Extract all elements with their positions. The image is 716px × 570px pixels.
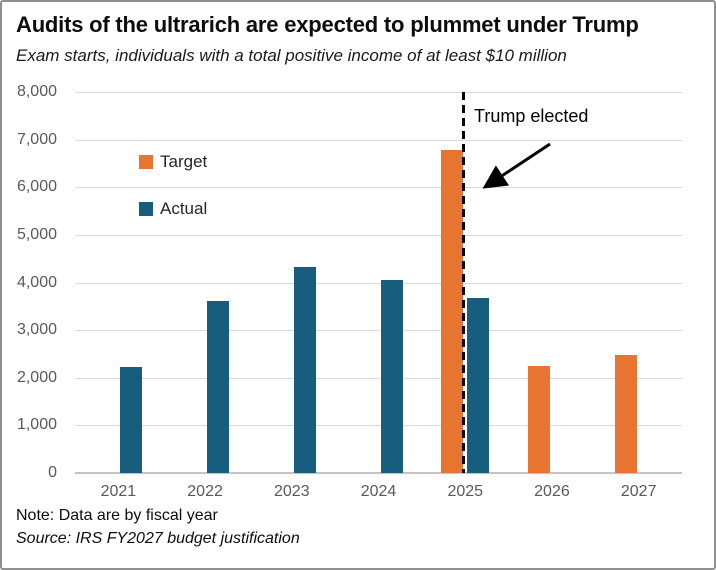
trump-elected-dashed-line bbox=[462, 92, 465, 473]
bar-actual-2022 bbox=[207, 301, 230, 473]
gridline-6000 bbox=[75, 187, 682, 189]
bar-target-2026 bbox=[527, 365, 550, 473]
gridline-2000 bbox=[75, 377, 682, 379]
gridline-3000 bbox=[75, 330, 682, 332]
chart-note: Note: Data are by fiscal year bbox=[16, 507, 218, 524]
x-tick-2026: 2026 bbox=[534, 483, 570, 500]
annotation-trump-elected: Trump elected bbox=[474, 106, 589, 126]
category-slot-2027 bbox=[595, 92, 682, 473]
category-slot-2022 bbox=[162, 92, 249, 473]
legend-label-actual: Actual bbox=[160, 199, 208, 218]
x-tick-2027: 2027 bbox=[620, 483, 657, 500]
chart-source: Source: IRS FY2027 budget justification bbox=[16, 530, 300, 547]
chart-subtitle: Exam starts, individuals with a total po… bbox=[16, 46, 567, 65]
y-tick-4000: 4,000 bbox=[16, 273, 57, 291]
gridline-8000 bbox=[75, 92, 682, 93]
y-tick-1000: 1,000 bbox=[16, 416, 57, 434]
x-tick-2023: 2023 bbox=[274, 483, 310, 500]
y-tick-6000: 6,000 bbox=[16, 178, 57, 196]
bars-container bbox=[75, 92, 682, 473]
gridline-7000 bbox=[75, 139, 682, 141]
plot-area: Trump elected Target Actual bbox=[75, 92, 682, 474]
chart-title: Audits of the ultrarich are expected to … bbox=[16, 12, 639, 37]
category-slot-2025 bbox=[422, 92, 509, 473]
legend: Target Actual bbox=[139, 152, 207, 219]
bar-target-2025 bbox=[441, 149, 464, 473]
x-axis-labels: 2021 2022 2023 2024 2025 2026 2027 bbox=[75, 483, 682, 501]
x-tick-2022: 2022 bbox=[187, 483, 223, 500]
legend-entry-actual: Actual bbox=[139, 199, 207, 219]
category-slot-2024 bbox=[335, 92, 422, 473]
gridline-4000 bbox=[75, 282, 682, 284]
category-slot-2026 bbox=[509, 92, 596, 473]
y-tick-8000: 8,000 bbox=[16, 83, 57, 100]
actual-swatch-icon bbox=[139, 202, 153, 216]
y-tick-7000: 7,000 bbox=[16, 130, 57, 148]
legend-entry-target: Target bbox=[139, 152, 207, 172]
gridline-1000 bbox=[75, 425, 682, 427]
bar-actual-2021 bbox=[120, 366, 143, 473]
bar-target-2027 bbox=[614, 354, 637, 473]
y-tick-2000: 2,000 bbox=[16, 368, 57, 386]
bar-actual-2024 bbox=[380, 279, 403, 473]
y-tick-0: 0 bbox=[48, 464, 57, 481]
bar-actual-2023 bbox=[293, 266, 316, 473]
gridline-5000 bbox=[75, 234, 682, 236]
category-slot-2021 bbox=[75, 92, 162, 473]
gridline-0 bbox=[75, 472, 682, 474]
category-slot-2023 bbox=[248, 92, 335, 473]
y-tick-5000: 5,000 bbox=[16, 225, 57, 243]
target-swatch-icon bbox=[139, 155, 153, 169]
y-tick-3000: 3,000 bbox=[16, 321, 57, 339]
x-tick-2021: 2021 bbox=[100, 483, 137, 500]
x-tick-2024: 2024 bbox=[360, 483, 397, 500]
x-tick-2025: 2025 bbox=[447, 483, 484, 500]
bar-actual-2025 bbox=[467, 297, 490, 473]
legend-label-target: Target bbox=[160, 152, 208, 171]
